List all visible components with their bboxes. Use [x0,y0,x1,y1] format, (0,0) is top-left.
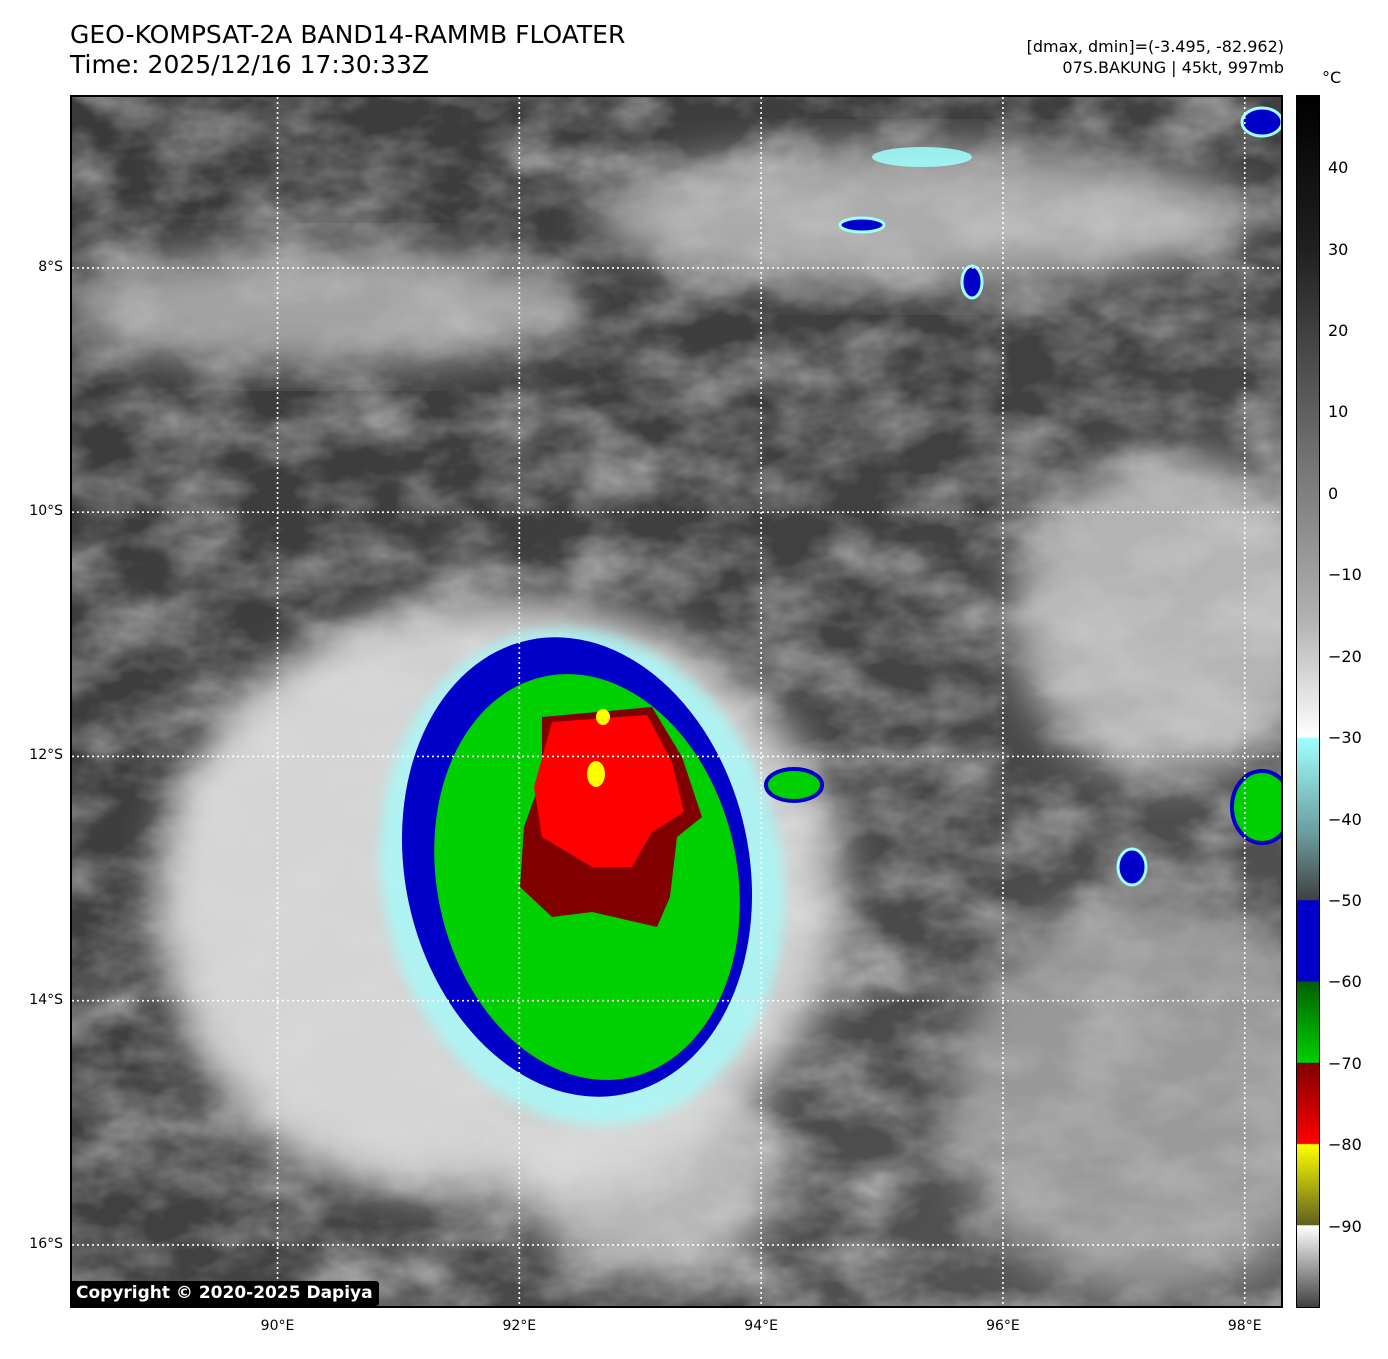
colorbar-tick-label: −50 [1328,890,1362,910]
colorbar-tick-label: 20 [1328,321,1349,341]
colorbar-tick-label: −80 [1328,1135,1362,1155]
lat-tick-label: 14°S [29,991,63,1008]
colorbar-tick-label: −90 [1328,1216,1362,1236]
copyright-notice: Copyright © 2020-2025 Dapiya [70,1281,379,1306]
colorbar [1296,95,1320,1308]
cloud-imagery [72,97,1281,1306]
colorbar-tick-label: −40 [1328,809,1362,829]
satellite-map [70,95,1283,1308]
lon-tick-label: 90°E [260,1318,295,1334]
chart-title: GEO-KOMPSAT-2A BAND14-RAMMB FLOATER [70,20,626,49]
colorbar-unit: °C [1322,68,1342,87]
timestamp: Time: 2025/12/16 17:30:33Z [70,50,429,79]
colorbar-tick-label: −70 [1328,1053,1362,1073]
colorbar-tick-label: −60 [1328,972,1362,992]
lon-tick-label: 92°E [502,1318,537,1334]
colorbar-tick-label: −20 [1328,646,1362,666]
lat-tick-label: 16°S [29,1235,63,1252]
lon-tick-label: 98°E [1227,1318,1262,1334]
colorbar-tick-label: −10 [1328,565,1362,585]
colorbar-tick-label: −30 [1328,728,1362,748]
gridlines [72,97,1281,1306]
colorbar-tick-label: 0 [1328,483,1339,503]
colorbar-tick-label: 30 [1328,239,1349,259]
lat-tick-label: 8°S [38,258,63,275]
lat-tick-label: 12°S [29,747,63,764]
lon-tick-label: 94°E [744,1318,778,1334]
lat-tick-label: 10°S [29,503,63,520]
colorbar-tick-label: 40 [1328,158,1349,178]
lon-tick-label: 96°E [986,1318,1020,1334]
dmax-dmin-info: [dmax, dmin]=(-3.495, -82.962) [1026,37,1284,56]
storm-info: 07S.BAKUNG | 45kt, 997mb [1062,58,1284,77]
colorbar-tick-label: 10 [1328,402,1349,422]
